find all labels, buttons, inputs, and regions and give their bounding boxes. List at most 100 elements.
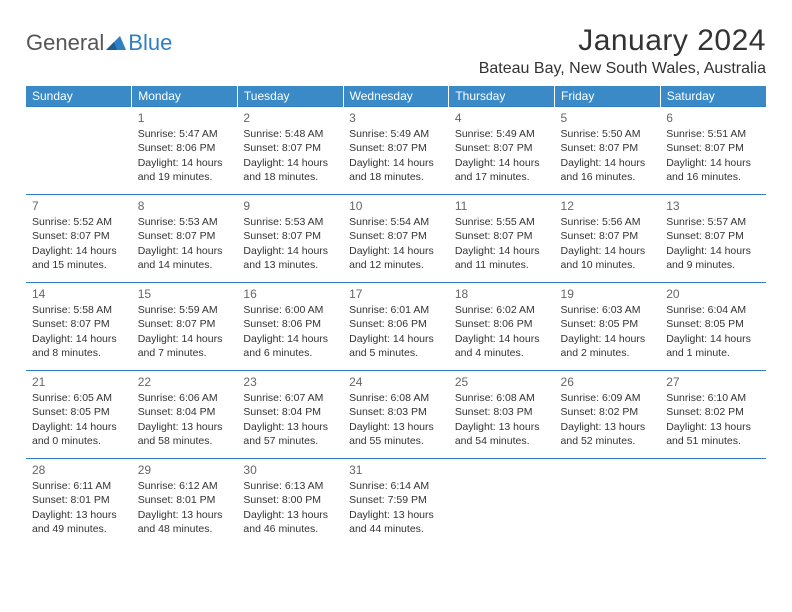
daylight-text: Daylight: 13 hours [561,420,655,434]
calendar-day-cell: 15Sunrise: 5:59 AMSunset: 8:07 PMDayligh… [132,283,238,371]
logo: General Blue [26,24,172,56]
daylight-text: and 6 minutes. [243,346,337,360]
sunrise-text: Sunrise: 5:53 AM [243,215,337,229]
daylight-text: and 15 minutes. [32,258,126,272]
calendar-day-cell: 24Sunrise: 6:08 AMSunset: 8:03 PMDayligh… [343,371,449,459]
sunrise-text: Sunrise: 6:08 AM [455,391,549,405]
header: General Blue January 2024 Bateau Bay, Ne… [26,24,766,78]
sunset-text: Sunset: 8:06 PM [455,317,549,331]
month-title: January 2024 [479,24,766,58]
day-number: 6 [666,110,760,126]
calendar-day-cell: 27Sunrise: 6:10 AMSunset: 8:02 PMDayligh… [660,371,766,459]
calendar-week-row: 14Sunrise: 5:58 AMSunset: 8:07 PMDayligh… [26,283,766,371]
calendar-day-cell: 30Sunrise: 6:13 AMSunset: 8:00 PMDayligh… [237,459,343,547]
daylight-text: Daylight: 14 hours [561,156,655,170]
daylight-text: Daylight: 14 hours [32,420,126,434]
calendar-day-cell: 5Sunrise: 5:50 AMSunset: 8:07 PMDaylight… [555,107,661,195]
sunrise-text: Sunrise: 6:11 AM [32,479,126,493]
daylight-text: Daylight: 14 hours [243,156,337,170]
daylight-text: and 46 minutes. [243,522,337,536]
daylight-text: Daylight: 13 hours [138,420,232,434]
sunrise-text: Sunrise: 6:12 AM [138,479,232,493]
day-number: 3 [349,110,443,126]
sunrise-text: Sunrise: 5:56 AM [561,215,655,229]
day-number: 30 [243,462,337,478]
location: Bateau Bay, New South Wales, Australia [479,60,766,78]
daylight-text: and 16 minutes. [666,170,760,184]
day-number: 8 [138,198,232,214]
daylight-text: Daylight: 14 hours [138,156,232,170]
sunset-text: Sunset: 8:07 PM [138,229,232,243]
sunset-text: Sunset: 8:06 PM [243,317,337,331]
daylight-text: Daylight: 13 hours [243,420,337,434]
daylight-text: Daylight: 14 hours [32,244,126,258]
sunrise-text: Sunrise: 6:00 AM [243,303,337,317]
sunrise-text: Sunrise: 6:03 AM [561,303,655,317]
daylight-text: and 19 minutes. [138,170,232,184]
daylight-text: Daylight: 14 hours [455,332,549,346]
calendar-day-cell: 23Sunrise: 6:07 AMSunset: 8:04 PMDayligh… [237,371,343,459]
day-number: 31 [349,462,443,478]
daylight-text: Daylight: 13 hours [138,508,232,522]
daylight-text: and 12 minutes. [349,258,443,272]
calendar-day-cell: 12Sunrise: 5:56 AMSunset: 8:07 PMDayligh… [555,195,661,283]
daylight-text: and 44 minutes. [349,522,443,536]
daylight-text: and 14 minutes. [138,258,232,272]
day-number: 28 [32,462,126,478]
day-number: 29 [138,462,232,478]
logo-text-blue: Blue [128,30,172,56]
daylight-text: and 9 minutes. [666,258,760,272]
daylight-text: Daylight: 14 hours [455,244,549,258]
logo-mark-icon [106,34,126,52]
day-number: 11 [455,198,549,214]
sunrise-text: Sunrise: 5:49 AM [349,127,443,141]
daylight-text: and 48 minutes. [138,522,232,536]
calendar-day-cell: 8Sunrise: 5:53 AMSunset: 8:07 PMDaylight… [132,195,238,283]
sunset-text: Sunset: 8:07 PM [243,229,337,243]
calendar-day-cell [26,107,132,195]
day-number: 14 [32,286,126,302]
sunrise-text: Sunrise: 5:55 AM [455,215,549,229]
day-number: 4 [455,110,549,126]
daylight-text: and 0 minutes. [32,434,126,448]
calendar-day-cell [555,459,661,547]
sunrise-text: Sunrise: 6:01 AM [349,303,443,317]
sunset-text: Sunset: 8:07 PM [561,141,655,155]
daylight-text: and 18 minutes. [243,170,337,184]
day-number: 2 [243,110,337,126]
calendar-day-cell: 13Sunrise: 5:57 AMSunset: 8:07 PMDayligh… [660,195,766,283]
sunrise-text: Sunrise: 5:57 AM [666,215,760,229]
logo-text-general: General [26,30,104,56]
calendar-table: Sunday Monday Tuesday Wednesday Thursday… [26,86,766,547]
daylight-text: and 18 minutes. [349,170,443,184]
daylight-text: Daylight: 14 hours [666,244,760,258]
daylight-text: and 2 minutes. [561,346,655,360]
calendar-day-cell: 26Sunrise: 6:09 AMSunset: 8:02 PMDayligh… [555,371,661,459]
sunset-text: Sunset: 8:07 PM [243,141,337,155]
daylight-text: Daylight: 14 hours [666,332,760,346]
sunrise-text: Sunrise: 6:08 AM [349,391,443,405]
sunset-text: Sunset: 8:04 PM [243,405,337,419]
sunrise-text: Sunrise: 6:07 AM [243,391,337,405]
sunset-text: Sunset: 8:06 PM [138,141,232,155]
sunrise-text: Sunrise: 5:53 AM [138,215,232,229]
day-number: 18 [455,286,549,302]
weekday-header: Tuesday [237,86,343,107]
sunrise-text: Sunrise: 6:14 AM [349,479,443,493]
calendar-day-cell: 14Sunrise: 5:58 AMSunset: 8:07 PMDayligh… [26,283,132,371]
weekday-header: Monday [132,86,238,107]
sunset-text: Sunset: 8:05 PM [666,317,760,331]
daylight-text: and 57 minutes. [243,434,337,448]
sunrise-text: Sunrise: 5:52 AM [32,215,126,229]
weekday-header: Sunday [26,86,132,107]
daylight-text: and 7 minutes. [138,346,232,360]
calendar-day-cell [660,459,766,547]
calendar-day-cell: 20Sunrise: 6:04 AMSunset: 8:05 PMDayligh… [660,283,766,371]
sunset-text: Sunset: 8:05 PM [561,317,655,331]
sunrise-text: Sunrise: 6:10 AM [666,391,760,405]
sunset-text: Sunset: 8:07 PM [455,141,549,155]
sunset-text: Sunset: 8:07 PM [561,229,655,243]
sunset-text: Sunset: 8:01 PM [138,493,232,507]
sunset-text: Sunset: 8:06 PM [349,317,443,331]
sunset-text: Sunset: 8:07 PM [32,317,126,331]
